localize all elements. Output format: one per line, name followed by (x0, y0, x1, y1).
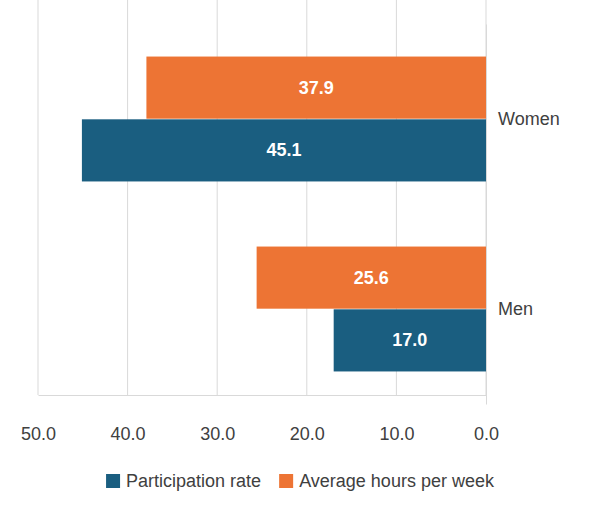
y-axis: Women Men (486, 25, 560, 405)
x-axis: 50.0 40.0 30.0 20.0 10.0 0.0 (21, 395, 499, 444)
x-tick-label: 40.0 (111, 424, 146, 444)
x-tick: 20.0 (290, 395, 325, 444)
bars (82, 57, 486, 372)
data-label: 45.1 (266, 140, 301, 160)
y-axis-line (486, 25, 487, 405)
grid-line (127, 0, 128, 395)
legend-item: Participation rate (106, 471, 261, 491)
grid (38, 0, 486, 395)
x-tick: 40.0 (111, 395, 146, 444)
x-axis-line (39, 395, 487, 396)
x-tick-label: 30.0 (200, 424, 235, 444)
y-tick-label: Men (498, 299, 533, 319)
bar (82, 119, 486, 181)
x-tick-label: 20.0 (290, 424, 325, 444)
legend-swatch (106, 474, 120, 488)
bar (334, 309, 486, 371)
legend-item: Average hours per week (279, 471, 495, 491)
y-tick: Women (486, 109, 560, 129)
legend-label: Average hours per week (299, 471, 495, 491)
legend-label: Participation rate (126, 471, 261, 491)
x-tick-label: 0.0 (474, 424, 499, 444)
data-label: 17.0 (392, 330, 427, 350)
data-label: 37.9 (299, 78, 334, 98)
data-labels: 45.1 17.0 37.9 25.6 (266, 78, 427, 351)
y-tick-label: Women (498, 109, 560, 129)
x-tick-label: 50.0 (21, 424, 56, 444)
chart: 50.0 40.0 30.0 20.0 10.0 0.0 Women Men 45.1 17.0 3… (0, 0, 600, 518)
y-tick: Men (486, 299, 533, 319)
bar (257, 247, 486, 309)
bar (146, 57, 486, 119)
x-tick: 10.0 (379, 395, 414, 444)
legend-swatch (279, 474, 293, 488)
x-tick: 30.0 (200, 395, 235, 444)
x-tick-label: 10.0 (379, 424, 414, 444)
x-tick: 50.0 (21, 395, 56, 444)
grid-line (38, 0, 39, 395)
data-label: 25.6 (354, 268, 389, 288)
legend: Participation rate Average hours per week (106, 471, 495, 491)
